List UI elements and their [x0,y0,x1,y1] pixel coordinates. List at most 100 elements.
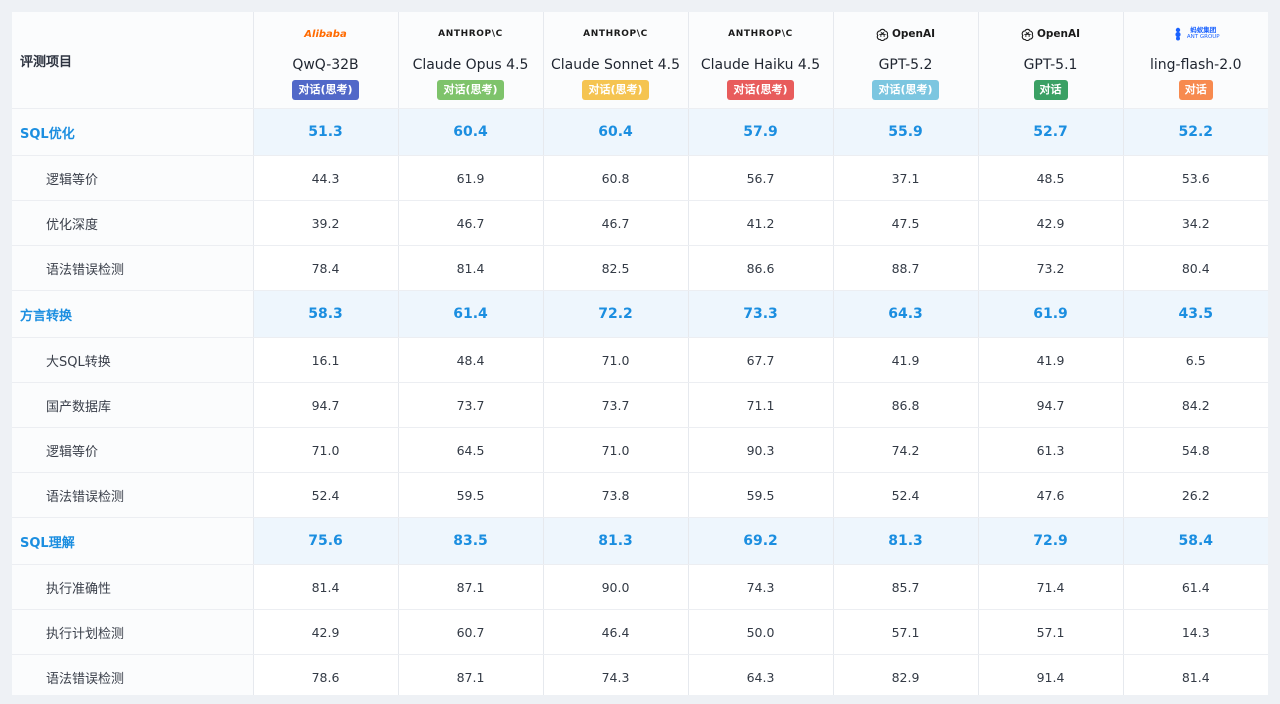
metric-score: 14.3 [1122,609,1268,655]
model-name: ling-flash-2.0 [1150,57,1242,73]
anthropic-logo: ANTHROP\C [438,29,503,39]
model-header-4: ANTHROP\C Claude Haiku 4.5 对话(思考) [687,12,833,109]
section-score: 75.6 [252,517,398,565]
section-score: 64.3 [832,290,978,338]
table-row: 国产数据库 94.7 73.7 73.7 71.1 86.8 94.7 84.2 [12,382,1268,428]
metric-score: 47.6 [977,472,1123,518]
section-score: 81.3 [832,517,978,565]
metric-score: 71.1 [687,382,833,428]
metric-score: 80.4 [1122,245,1268,291]
section-score: 73.3 [687,290,833,338]
metric-score: 47.5 [832,200,978,246]
corner-label: 评测项目 [20,54,73,70]
ant-logo-text: 蚂蚁集团 ANT GROUP [1187,27,1220,41]
model-header-cell: OpenAI GPT-5.1 对话 [979,12,1123,108]
metric-score: 52.4 [832,472,978,518]
table-row: 执行准确性 81.4 87.1 90.0 74.3 85.7 71.4 61.4 [12,564,1268,610]
metric-score: 71.0 [252,427,398,473]
section-score: 72.2 [542,290,688,338]
metric-score: 42.9 [252,609,398,655]
metric-label: 逻辑等价 [12,427,253,473]
model-name: GPT-5.1 [1023,57,1078,73]
model-logo: 蚂蚁集团 ANT GROUP [1124,27,1269,41]
metric-score: 64.5 [397,427,543,473]
metric-score: 90.3 [687,427,833,473]
model-header-3: ANTHROP\C Claude Sonnet 4.5 对话(思考) [542,12,688,109]
metric-score: 87.1 [397,564,543,610]
model-header-cell: ANTHROP\C Claude Haiku 4.5 对话(思考) [689,12,833,108]
model-header-cell: OpenAI GPT-5.2 对话(思考) [834,12,978,108]
metric-score: 41.9 [832,337,978,383]
mode-badge: 对话(思考) [437,80,504,100]
model-header-1: Alibaba QwQ-32B 对话(思考) [252,12,398,109]
metric-score: 61.3 [977,427,1123,473]
header-row: 评测项目 Alibaba QwQ-32B 对话(思考) ANTHROP\C Claude… [12,12,1268,109]
table-body: SQL优化 51.3 60.4 60.4 57.9 55.9 52.7 52.2 逻辑等价 44.… [12,108,1268,695]
metric-score: 48.4 [397,337,543,383]
alibaba-logo: Alibaba [304,28,347,40]
model-header-7: 蚂蚁集团 ANT GROUP ling-flash-2.0 对话 [1122,12,1269,109]
openai-logo: OpenAI [876,28,935,41]
mode-badge-wrap: 对话(思考) [254,78,398,100]
model-name: Claude Haiku 4.5 [700,57,821,73]
metric-score: 74.3 [687,564,833,610]
metric-score: 60.7 [397,609,543,655]
section-label: 方言转换 [12,290,253,338]
section-score: 83.5 [397,517,543,565]
mode-badge-wrap: 对话(思考) [689,78,833,100]
section-score: 69.2 [687,517,833,565]
table-row: 执行计划检测 42.9 60.7 46.4 50.0 57.1 57.1 14.3 [12,609,1268,655]
model-header-2: ANTHROP\C Claude Opus 4.5 对话(思考) [397,12,543,109]
section-score: 52.2 [1122,108,1268,156]
metric-score: 59.5 [687,472,833,518]
metric-score: 73.7 [542,382,688,428]
metric-score: 86.6 [687,245,833,291]
openai-logo: OpenAI [1021,28,1080,41]
model-name: QwQ-32B [292,57,359,73]
metric-label: 逻辑等价 [12,155,253,201]
metric-score: 86.8 [832,382,978,428]
mode-badge-wrap: 对话 [979,78,1123,100]
metric-score: 81.4 [252,564,398,610]
anthropic-logo: ANTHROP\C [728,29,793,39]
metric-score: 46.4 [542,609,688,655]
metric-score: 61.4 [1122,564,1268,610]
model-logo: ANTHROP\C [689,27,833,41]
metric-label: 执行准确性 [12,564,253,610]
model-header-6: OpenAI GPT-5.1 对话 [977,12,1123,109]
model-logo: OpenAI [834,27,978,41]
metric-score: 52.4 [252,472,398,518]
metric-score: 81.4 [1122,654,1268,695]
ant-group-logo: 蚂蚁集团 ANT GROUP [1172,27,1220,41]
section-label: SQL理解 [12,517,253,565]
metric-score: 53.6 [1122,155,1268,201]
section-score: 58.3 [252,290,398,338]
anthropic-logo: ANTHROP\C [583,29,648,39]
section-score: 61.4 [397,290,543,338]
model-header-cell: 蚂蚁集团 ANT GROUP ling-flash-2.0 对话 [1124,12,1269,108]
metric-score: 50.0 [687,609,833,655]
metric-score: 82.9 [832,654,978,695]
model-name: GPT-5.2 [878,57,933,73]
metric-score: 74.2 [832,427,978,473]
mode-badge: 对话(思考) [292,80,359,100]
table-row: 逻辑等价 71.0 64.5 71.0 90.3 74.2 61.3 54.8 [12,427,1268,473]
metric-score: 57.1 [832,609,978,655]
table-row: 语法错误检测 52.4 59.5 73.8 59.5 52.4 47.6 26.2 [12,472,1268,518]
metric-label: 国产数据库 [12,382,253,428]
section-score: 55.9 [832,108,978,156]
table-row: 优化深度 39.2 46.7 46.7 41.2 47.5 42.9 34.2 [12,200,1268,246]
metric-score: 41.9 [977,337,1123,383]
section-score: 61.9 [977,290,1123,338]
model-header-cell: ANTHROP\C Claude Sonnet 4.5 对话(思考) [544,12,688,108]
section-row: SQL理解 75.6 83.5 81.3 69.2 81.3 72.9 58.4 [12,517,1268,565]
table-row: 大SQL转换 16.1 48.4 71.0 67.7 41.9 41.9 6.5 [12,337,1268,383]
benchmark-table: 评测项目 Alibaba QwQ-32B 对话(思考) ANTHROP\C Claude… [12,12,1268,695]
section-score: 60.4 [397,108,543,156]
model-logo: ANTHROP\C [399,27,543,41]
mode-badge: 对话(思考) [582,80,649,100]
metric-score: 60.8 [542,155,688,201]
metric-score: 90.0 [542,564,688,610]
table-row: 逻辑等价 44.3 61.9 60.8 56.7 37.1 48.5 53.6 [12,155,1268,201]
metric-score: 26.2 [1122,472,1268,518]
